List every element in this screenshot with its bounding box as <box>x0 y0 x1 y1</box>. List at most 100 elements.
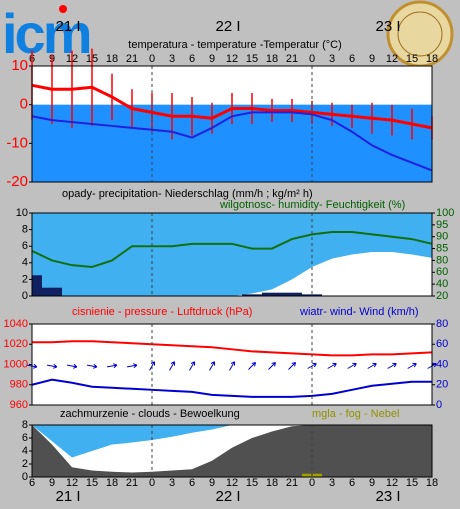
y-tick-label: 10 <box>16 207 28 219</box>
hour-label: 18 <box>426 477 438 489</box>
y-tick-label: -20 <box>6 173 28 190</box>
hour-label: 12 <box>226 53 238 65</box>
y2-tick-label: 40 <box>436 278 448 290</box>
hour-label: 12 <box>226 477 238 489</box>
hour-label: 12 <box>66 477 78 489</box>
wind-arrow <box>46 363 58 369</box>
hour-label: 0 <box>309 477 315 489</box>
wind-arrow <box>248 361 257 370</box>
wind-arrow <box>209 361 216 371</box>
wind-arrow <box>86 363 98 369</box>
y-tick-label: 8 <box>22 224 28 236</box>
y2-tick-label: 20 <box>436 290 448 302</box>
hour-label: 3 <box>169 53 175 65</box>
line <box>31 378 432 398</box>
y-tick-label: 8 <box>22 419 28 431</box>
hour-label: 15 <box>406 477 418 489</box>
y-tick-label: -10 <box>6 134 28 151</box>
hour-label: 6 <box>349 53 355 65</box>
panel-bg <box>32 324 432 405</box>
hour-label: 18 <box>106 53 118 65</box>
hour-label: 15 <box>406 53 418 65</box>
y-tick-label: 0 <box>22 471 28 483</box>
panel-frame <box>31 424 433 478</box>
y2-tick-label: 60 <box>436 338 448 350</box>
hour-label: 3 <box>169 477 175 489</box>
wind-arrow <box>229 361 236 371</box>
y-tick-label: 1000 <box>4 358 28 370</box>
y-tick-label: 0 <box>22 290 28 302</box>
hour-label: 21 <box>126 53 138 65</box>
hour-label: 9 <box>369 477 375 489</box>
area <box>32 252 432 296</box>
panel-title: opady- precipitation- Niederschlag (mm/h… <box>62 188 313 200</box>
y2-tick-label: 85 <box>436 242 448 254</box>
bar <box>302 294 322 296</box>
seal-ring <box>397 11 443 57</box>
hour-label: 6 <box>189 477 195 489</box>
hour-label: 9 <box>49 477 55 489</box>
panel-title-2: mgla - fog - Nebel <box>312 408 399 420</box>
y-tick-label: 6 <box>22 240 28 252</box>
line <box>31 83 433 130</box>
day-label: 21 I <box>55 18 80 35</box>
y2-tick-label: 20 <box>436 379 448 391</box>
wind-arrow <box>66 363 78 369</box>
hour-label: 9 <box>209 53 215 65</box>
y-tick-label: 4 <box>22 257 28 269</box>
bar <box>42 287 62 296</box>
hour-label: 18 <box>426 53 438 65</box>
line <box>31 111 433 172</box>
y2-tick-label: 80 <box>436 318 448 330</box>
wind-arrow <box>288 361 297 370</box>
area <box>32 425 432 477</box>
hour-label: 0 <box>149 53 155 65</box>
line <box>32 340 433 357</box>
wind-arrow <box>367 362 377 369</box>
y2-tick-label: 60 <box>436 266 448 278</box>
wind-arrow <box>407 362 417 369</box>
y-tick-label: 1020 <box>4 338 28 350</box>
wind-arrow <box>169 361 176 371</box>
y-tick-label: 2 <box>22 458 28 470</box>
wind-arrow <box>387 362 397 369</box>
line <box>31 230 433 268</box>
wind-arrow <box>347 362 357 369</box>
y-tick-label: 10 <box>11 57 28 74</box>
y-tick-label: 980 <box>10 379 28 391</box>
panel-frame <box>31 323 433 406</box>
y-tick-label: 2 <box>22 273 28 285</box>
hour-label: 6 <box>29 477 35 489</box>
bar <box>32 275 42 296</box>
day-label: 23 I <box>375 18 400 35</box>
day-label: 22 I <box>215 18 240 35</box>
hour-label: 18 <box>106 477 118 489</box>
y2-tick-label: 100 <box>436 207 454 219</box>
bar <box>262 292 282 296</box>
hour-label: 3 <box>329 477 335 489</box>
bar <box>282 292 302 296</box>
hour-label: 0 <box>309 53 315 65</box>
logo-dot <box>59 5 67 13</box>
hour-label: 0 <box>149 477 155 489</box>
panel-frame <box>31 65 433 183</box>
panel-title-2: wilgotnosc- humidity- Feuchtigkeit (%) <box>219 199 405 211</box>
hour-label: 3 <box>329 53 335 65</box>
wind-arrow <box>106 363 118 369</box>
hour-label: 21 <box>286 477 298 489</box>
panel-title-2: wiatr- wind- Wind (km/h) <box>299 306 419 318</box>
wind-arrow <box>268 361 277 370</box>
hour-label: 12 <box>386 477 398 489</box>
day-label: 22 I <box>215 488 240 505</box>
y-tick-label: 6 <box>22 432 28 444</box>
panel-title: temperatura - temperature -Temperatur (°… <box>128 39 341 51</box>
hour-label: 15 <box>246 53 258 65</box>
wind-arrow <box>189 361 196 371</box>
hour-label: 9 <box>369 53 375 65</box>
wind-arrow <box>327 362 337 369</box>
hour-label: 21 <box>126 477 138 489</box>
panel-frame <box>31 212 433 297</box>
panel-title: cisnienie - pressure - Luftdruck (hPa) <box>72 306 252 318</box>
y-tick-label: 960 <box>10 399 28 411</box>
y2-tick-label: 40 <box>436 358 448 370</box>
